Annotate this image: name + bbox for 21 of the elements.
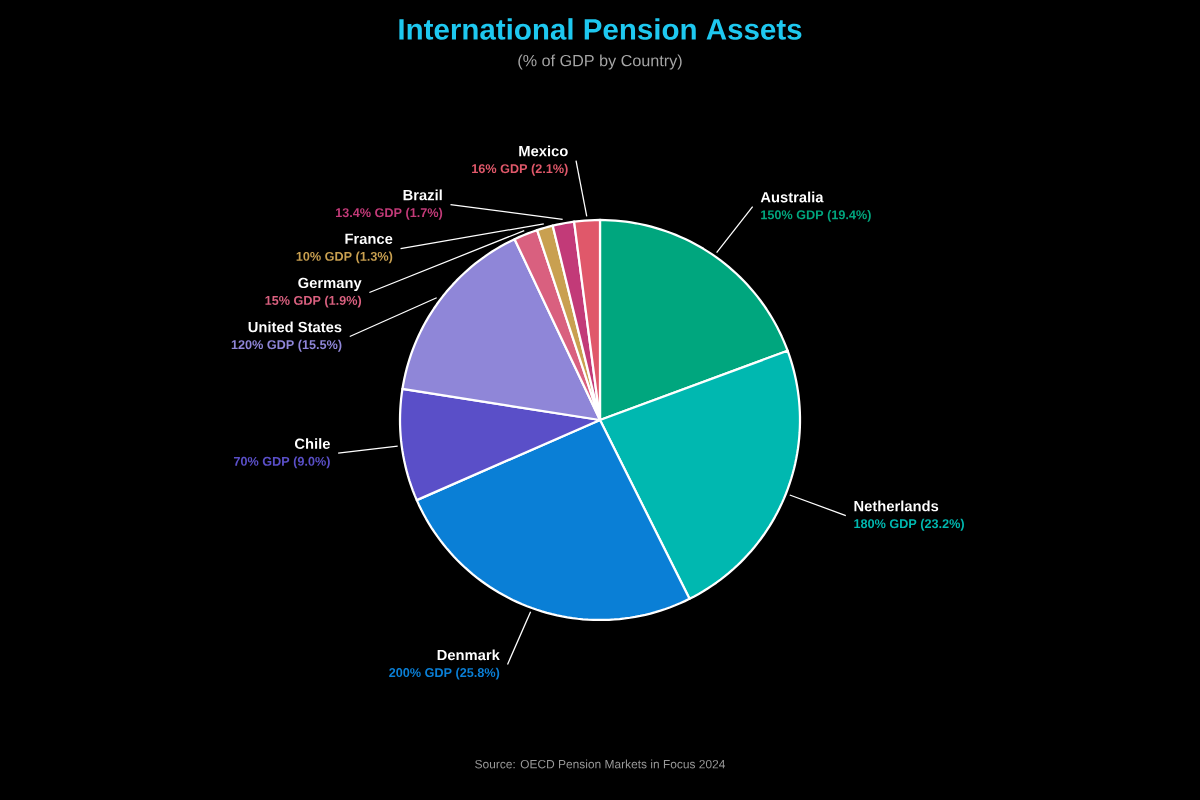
slice-label: Germany — [298, 277, 362, 291]
data-label: 10% GDP (1.3%) — [296, 251, 393, 264]
slice-label: Chile — [294, 438, 330, 449]
data-label: 120% GDP (15.5%) — [231, 339, 342, 352]
chart-subtitle: (% of GDP by Country) — [518, 54, 682, 70]
slice-label: Brazil — [403, 189, 442, 201]
data-label: 15% GDP (1.9%) — [265, 295, 362, 308]
slice-label: Denmark — [437, 649, 500, 661]
data-label: 180% GDP (23.2%) — [854, 518, 964, 531]
slice-label: Netherlands — [854, 500, 939, 512]
data-label: 16% GDP (2.1%) — [472, 163, 568, 176]
slice-label: United States — [248, 321, 342, 333]
data-label: 13.4% GDP (1.7%) — [335, 207, 443, 220]
slice-label: Australia — [760, 191, 824, 203]
data-label: 150% GDP (19.4%) — [761, 209, 871, 222]
data-label: 70% GDP (9.0%) — [233, 456, 330, 469]
slice-label: Mexico — [519, 145, 568, 157]
data-label: 200% GDP (25.8%) — [389, 667, 500, 680]
source-note: Source: OECD Pension Markets in Focus 2024 — [475, 759, 726, 769]
chart-title: International Pension Assets — [399, 18, 802, 40]
slice-label: France — [345, 233, 393, 245]
